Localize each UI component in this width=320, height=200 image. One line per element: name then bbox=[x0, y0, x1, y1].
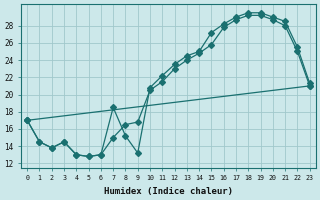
X-axis label: Humidex (Indice chaleur): Humidex (Indice chaleur) bbox=[104, 187, 233, 196]
